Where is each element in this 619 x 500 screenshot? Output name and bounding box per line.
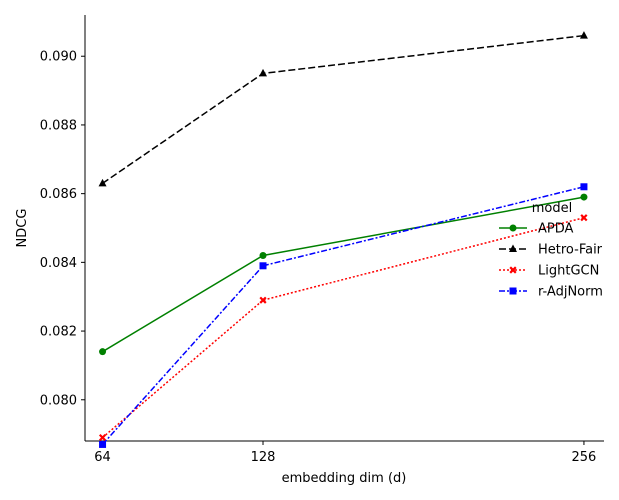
legend-label-hetro-fair: Hetro-Fair (538, 243, 603, 258)
series-r-adjnorm (99, 183, 588, 448)
legend: model APDA Hetro-Fair LightGCN r-AdjNorm (499, 201, 603, 300)
legend-item-r-adjnorm: r-AdjNorm (499, 285, 603, 300)
axes: 0.080 0.082 0.084 0.086 0.088 0.090 64 128 256 (40, 15, 604, 465)
data-point-hetro-fair (259, 68, 268, 77)
data-point-apda (580, 193, 588, 201)
series-apda (99, 193, 588, 356)
data-point-lightgcn (580, 214, 588, 222)
x-tick-label: 64 (94, 450, 111, 465)
data-point-lightgcn (98, 433, 107, 442)
series-line-apda (102, 196, 585, 353)
y-tick-label: 0.086 (40, 187, 77, 202)
legend-item-lightgcn: LightGCN (499, 264, 599, 279)
legend-label-r-adjnorm: r-AdjNorm (538, 285, 603, 300)
y-tick-label: 0.084 (40, 256, 77, 271)
series-line-hetro-fair (102, 34, 585, 184)
data-point-apda (259, 251, 267, 259)
series-layer (98, 31, 588, 448)
series-lightgcn (98, 214, 588, 442)
legend-item-hetro-fair: Hetro-Fair (499, 243, 603, 258)
x-axis-label: embedding dim (d) (282, 471, 407, 486)
y-axis-label: NDCG (15, 209, 30, 248)
legend-item-apda: APDA (499, 222, 574, 237)
x-ticks: 64 128 256 (94, 441, 596, 465)
y-ticks: 0.080 0.082 0.084 0.086 0.088 0.090 (40, 50, 85, 408)
y-tick-label: 0.090 (40, 50, 77, 65)
data-point-lightgcn (259, 296, 267, 304)
data-point-r-adjnorm (259, 262, 267, 270)
data-point-hetro-fair (98, 178, 107, 187)
legend-label-lightgcn: LightGCN (538, 264, 599, 279)
y-tick-label: 0.082 (40, 325, 77, 340)
legend-marker-hetro-fair (509, 244, 517, 252)
series-hetro-fair (98, 31, 588, 187)
x-tick-label: 128 (251, 450, 276, 465)
data-point-r-adjnorm (580, 183, 588, 191)
legend-marker-r-adjnorm (509, 287, 517, 295)
data-point-apda (99, 348, 107, 356)
legend-title: model (532, 201, 572, 216)
series-line-lightgcn (102, 216, 585, 439)
x-tick-label: 256 (572, 450, 597, 465)
legend-label-apda: APDA (538, 222, 574, 237)
y-tick-label: 0.088 (40, 118, 77, 133)
y-tick-label: 0.080 (40, 393, 77, 408)
legend-marker-lightgcn (509, 266, 517, 274)
data-point-r-adjnorm (99, 440, 107, 448)
legend-marker-apda (509, 224, 517, 232)
data-point-hetro-fair (579, 31, 588, 39)
